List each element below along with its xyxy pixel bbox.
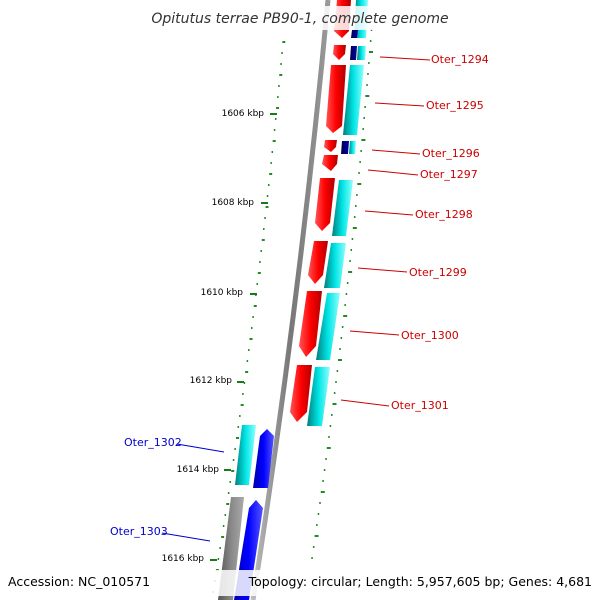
genome-backbone [250,0,331,600]
cds-feature[interactable] [333,45,346,60]
cds-feature[interactable] [324,140,337,152]
cds-feature[interactable] [290,365,312,422]
ruler-label: 1616 kbp [162,554,205,564]
rna-feature[interactable] [307,367,330,426]
ruler-tick: 1610 kbp [201,288,257,298]
rna-feature[interactable] [316,293,340,360]
gene-label[interactable]: Oter_1298 [415,208,473,221]
ruler-tick: 1612 kbp [190,376,244,386]
rna-feature[interactable] [332,180,353,236]
gene-label[interactable]: Oter_1296 [422,147,480,160]
ruler-label: 1612 kbp [190,376,233,386]
rna-feature[interactable] [350,46,357,60]
accession-text: Accession: NC_010571 [8,574,150,589]
label-leaders [161,56,431,542]
gc-skew-track-right [311,29,374,559]
rna-feature[interactable] [351,30,358,38]
ruler-label: 1610 kbp [201,288,244,298]
cds-feature[interactable] [315,178,335,231]
topology-text: Topology: circular; Length: 5,957,605 bp… [248,574,592,589]
cds-feature[interactable] [322,155,338,171]
gene-label[interactable]: Oter_1295 [426,99,484,112]
cds-feature[interactable] [253,429,274,488]
ruler-label: 1606 kbp [222,109,265,119]
gene-label[interactable]: Oter_1301 [391,399,449,412]
cds-feature[interactable] [299,291,322,357]
gene-label[interactable]: Oter_1303 [110,525,168,538]
ruler-label: 1608 kbp [212,198,255,208]
rna-feature[interactable] [235,425,256,485]
genome-title: Opitutus terrae PB90-1, complete genome [151,11,448,27]
rna-feature[interactable] [343,65,364,135]
ruler-tick: 1606 kbp [222,109,277,119]
gene-labels: Oter_1294 Oter_1295 Oter_1296 Oter_1297 … [110,53,489,538]
rna-feature[interactable] [324,243,346,288]
ruler-label: 1614 kbp [177,465,220,475]
rna-feature[interactable] [341,141,349,154]
gene-label[interactable]: Oter_1297 [420,168,478,181]
rna-feature[interactable] [349,141,356,154]
ruler-tick: 1608 kbp [212,198,268,208]
gc-skew-track-left [212,41,286,593]
gene-label[interactable]: Oter_1294 [431,53,489,66]
cds-feature[interactable] [326,65,346,133]
ruler: 1606 kbp 1608 kbp 1610 kbp 1612 kbp 1614… [162,109,277,564]
ruler-tick: 1616 kbp [162,554,217,564]
plus-strand-features [290,0,368,426]
gene-label[interactable]: Oter_1299 [409,266,467,279]
gene-label[interactable]: Oter_1300 [401,329,459,342]
ruler-tick: 1614 kbp [177,465,231,475]
rna-feature[interactable] [357,46,366,60]
gene-label[interactable]: Oter_1302 [124,436,182,449]
cds-feature[interactable] [308,241,328,284]
